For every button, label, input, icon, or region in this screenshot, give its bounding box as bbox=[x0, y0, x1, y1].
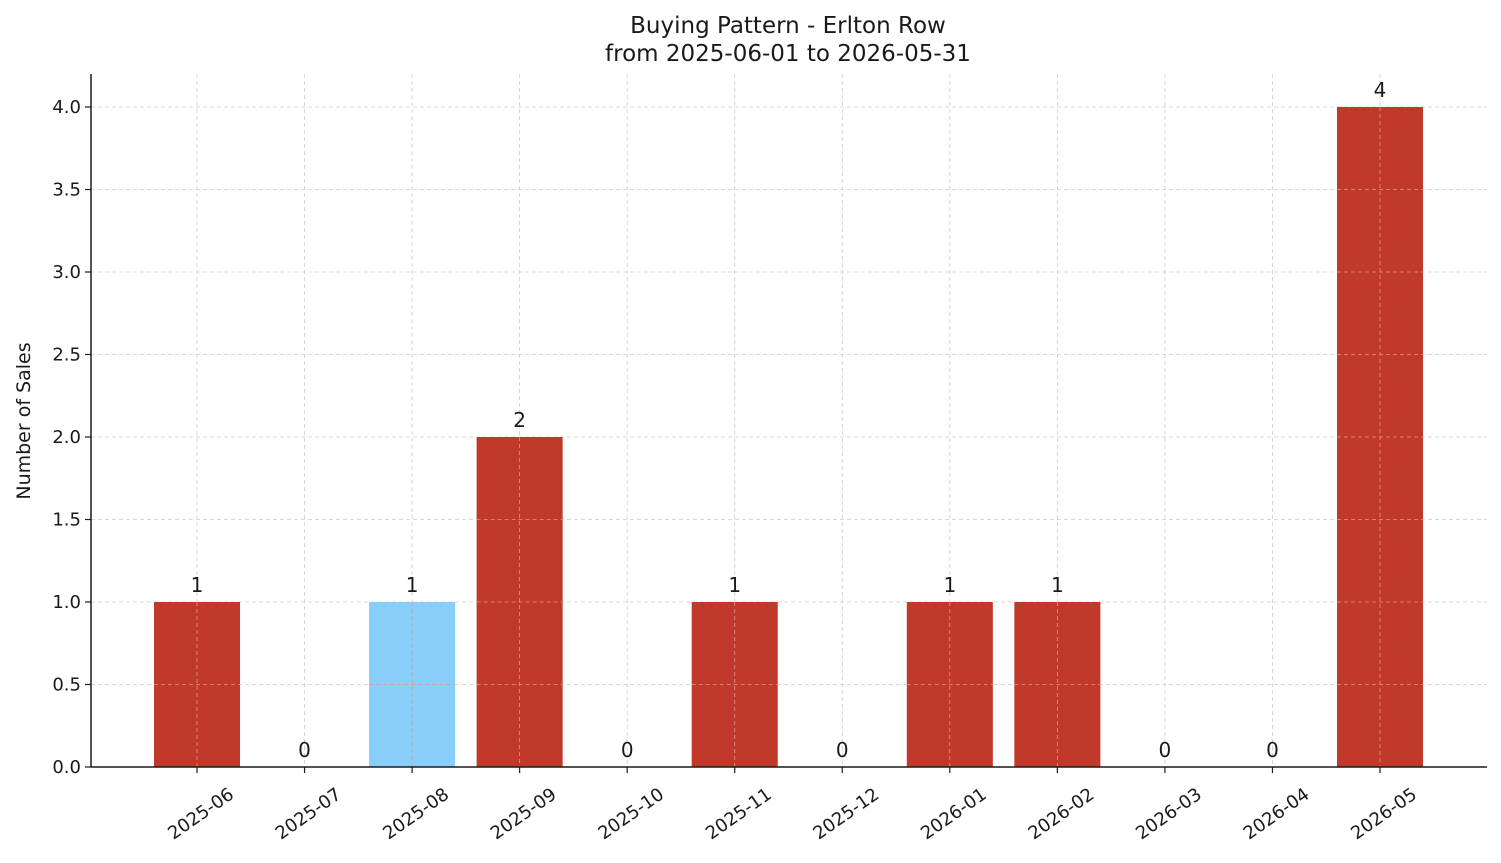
x-tick-label: 2026-01 bbox=[917, 784, 991, 844]
x-tick-label: 2025-12 bbox=[809, 784, 883, 844]
bar-value-label: 1 bbox=[191, 573, 204, 597]
grid bbox=[91, 74, 1487, 768]
y-tick-label: 3.5 bbox=[52, 180, 81, 201]
bar-value-label: 0 bbox=[1266, 738, 1279, 762]
x-tick-label: 2026-04 bbox=[1240, 784, 1314, 844]
axes bbox=[85, 74, 1487, 773]
bar-value-label: 2 bbox=[513, 408, 526, 432]
y-tick-label: 1.5 bbox=[52, 510, 81, 531]
x-tick-label: 2026-05 bbox=[1347, 784, 1421, 844]
x-tick-label: 2025-09 bbox=[487, 784, 561, 844]
chart-title: Buying Pattern - Erlton Row bbox=[630, 13, 946, 39]
y-tick-label: 0.5 bbox=[52, 675, 81, 696]
bar-value-label: 0 bbox=[836, 738, 849, 762]
chart-subtitle: from 2025-06-01 to 2026-05-31 bbox=[605, 41, 971, 67]
y-tick-label: 4.0 bbox=[52, 97, 81, 118]
x-tick-label: 2025-10 bbox=[594, 784, 668, 844]
bar-value-label: 1 bbox=[728, 573, 741, 597]
y-tick-label: 0.0 bbox=[52, 757, 81, 778]
bar-value-label: 0 bbox=[621, 738, 634, 762]
bar-value-label: 0 bbox=[1159, 738, 1172, 762]
bar-value-label: 1 bbox=[1051, 573, 1064, 597]
bars bbox=[153, 107, 1424, 767]
y-tick-label: 2.0 bbox=[52, 427, 81, 448]
x-tick-label: 2026-03 bbox=[1132, 784, 1206, 844]
x-tick-label: 2025-11 bbox=[702, 784, 776, 844]
bar-value-label: 1 bbox=[943, 573, 956, 597]
bar-value-label: 0 bbox=[298, 738, 311, 762]
x-tick-label: 2025-06 bbox=[164, 784, 238, 844]
y-tick-label: 2.5 bbox=[52, 345, 81, 366]
bar-value-labels: 1 0 1 2 0 1 0 1 1 0 0 4 bbox=[191, 78, 1387, 762]
bar-value-label: 4 bbox=[1374, 78, 1387, 102]
x-tick-label: 2025-08 bbox=[379, 784, 453, 844]
x-tick-label: 2025-07 bbox=[272, 784, 346, 844]
bar-value-label: 1 bbox=[406, 573, 419, 597]
y-tick-label: 1.0 bbox=[52, 592, 81, 613]
y-tick-label: 3.0 bbox=[52, 262, 81, 283]
x-tick-label: 2026-02 bbox=[1025, 784, 1099, 844]
y-axis-label: Number of Sales bbox=[13, 342, 35, 499]
